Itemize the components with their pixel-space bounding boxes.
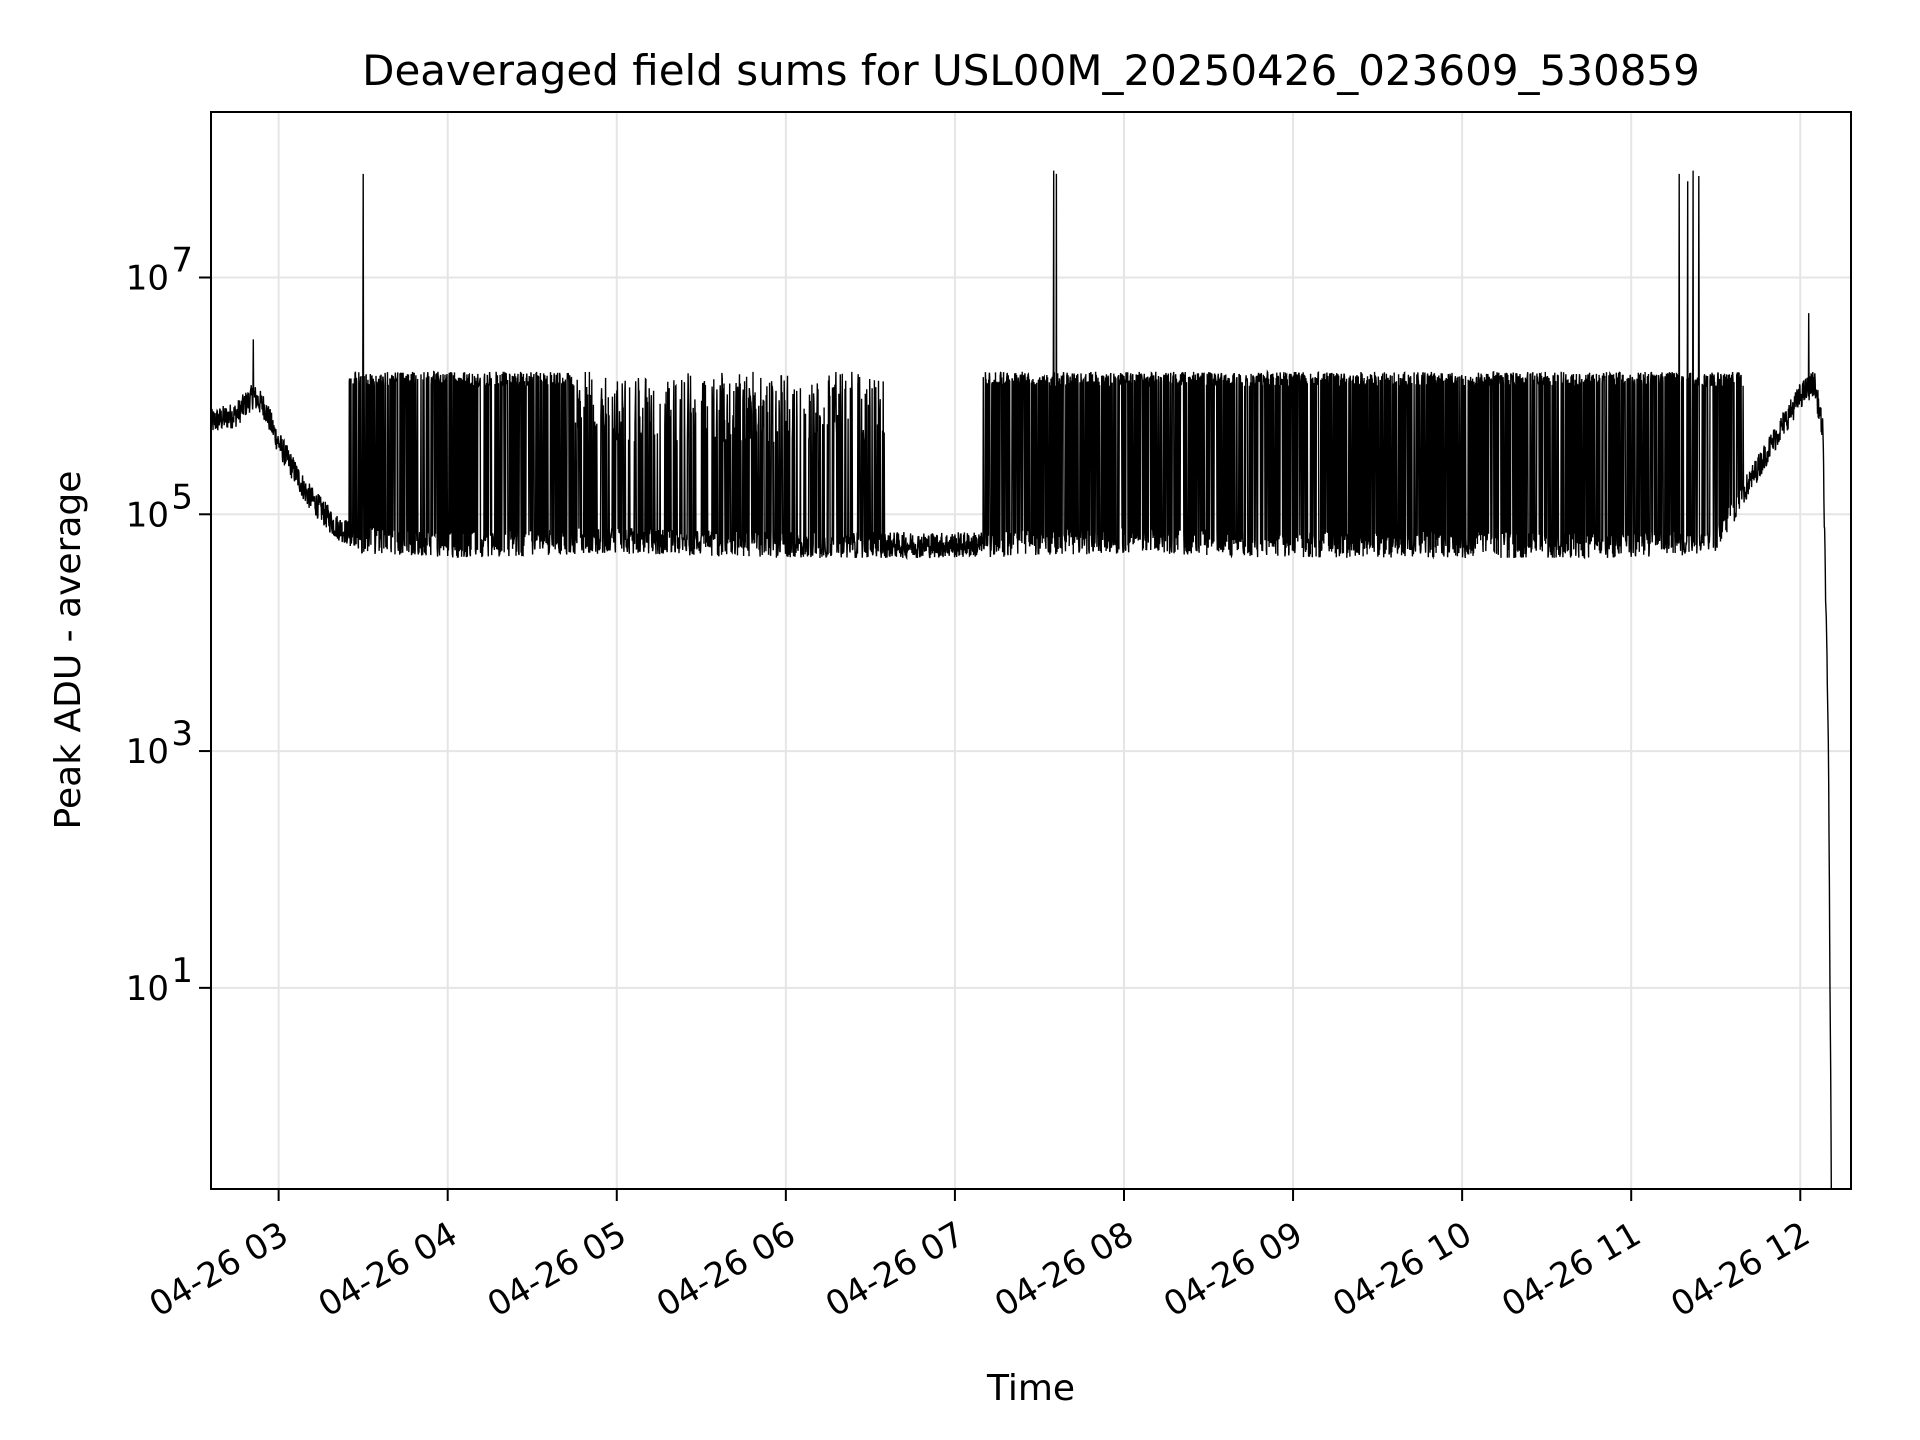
plot-frame [210, 111, 1852, 1190]
y-axis-title: Peak ADU - average [48, 471, 89, 830]
grid [211, 112, 1851, 1189]
y-tick-exponent: 5 [171, 477, 193, 517]
x-axis-title: Time [986, 1368, 1075, 1409]
series-layer [210, 170, 1832, 1190]
y-tick-label: 10 [126, 495, 169, 535]
y-tick-label: 10 [126, 259, 169, 299]
y-tick-exponent: 3 [171, 714, 193, 754]
y-tick-label: 10 [126, 969, 169, 1009]
y-tick-label: 10 [126, 732, 169, 772]
series-line [210, 170, 1832, 1190]
y-tick-exponent: 7 [171, 241, 193, 281]
y-tick-exponent: 1 [171, 951, 193, 991]
chart-title: Deaveraged field sums for USL00M_2025042… [362, 46, 1700, 95]
